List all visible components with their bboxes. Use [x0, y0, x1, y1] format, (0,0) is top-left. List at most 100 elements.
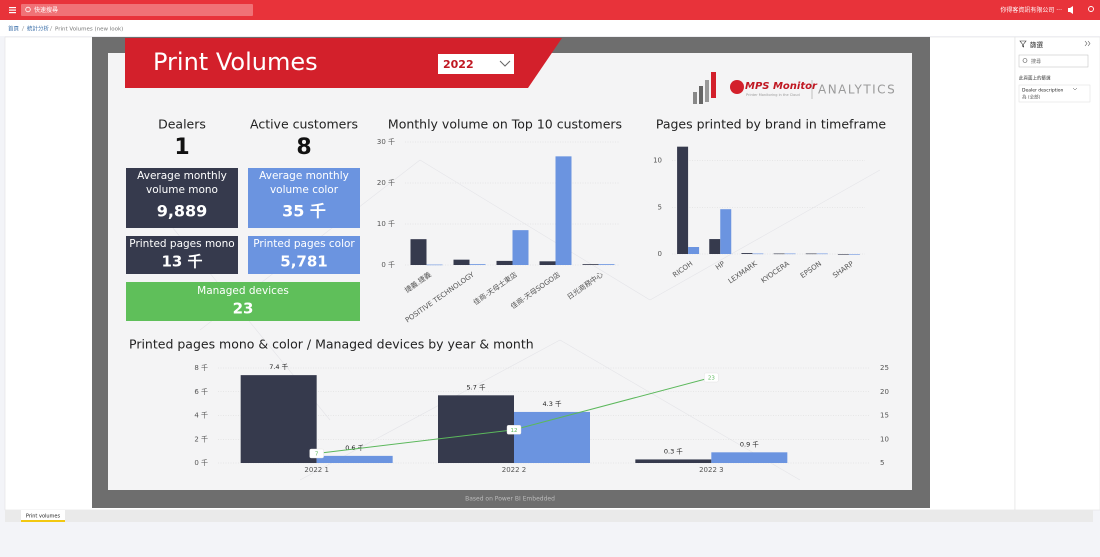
data-label-box: [704, 372, 719, 383]
search-icon: [25, 6, 31, 13]
y-tick-label: 4 千: [194, 411, 208, 420]
search-placeholder: 快速搜尋: [34, 6, 58, 14]
bar: [752, 253, 764, 255]
filter-section: 此頁面上的篩選: [1019, 75, 1051, 82]
data-label: 0.3 千: [664, 446, 683, 455]
bar: [709, 239, 721, 254]
kpi-value: 5,781: [280, 253, 327, 271]
kpi-card: [248, 236, 360, 274]
kpi-label-box: Average monthly volume color: [259, 170, 349, 196]
bar: [453, 259, 470, 265]
filter-search[interactable]: [1018, 54, 1089, 68]
y-tick-label: 2 千: [194, 434, 208, 443]
kpi-label: Active customers: [250, 117, 358, 132]
logo-tagline: Printer Monitoring in the Cloud: [746, 93, 800, 97]
y-tick-label: 0 千: [381, 260, 395, 269]
filter-pane: [1014, 36, 1100, 511]
bar: [598, 264, 615, 265]
kpi-label: Average monthly volume mono: [137, 170, 227, 196]
bar: [512, 230, 529, 265]
separator: [21, 25, 25, 32]
y-tick-label: 30 千: [377, 137, 395, 146]
x-tick-label: 2022 3: [699, 466, 724, 474]
bar: [784, 253, 796, 255]
year-dropdown[interactable]: [438, 54, 514, 74]
breadcrumb-stats[interactable]: 統計分析: [27, 25, 50, 33]
y2-tick-label: 10: [880, 435, 889, 443]
y2-tick-label: 25: [880, 364, 889, 372]
kpi-label: Printed pages color: [253, 238, 355, 250]
kpi-label-box: Average monthly volume mono: [137, 170, 227, 196]
kpi-card: [126, 282, 360, 321]
y2-tick-label: 20: [880, 388, 889, 396]
breadcrumb-home[interactable]: 首頁: [8, 25, 20, 33]
bar: [426, 264, 443, 266]
filter-expand[interactable]: [1072, 87, 1078, 91]
kpi-card: [126, 168, 238, 228]
kpi-card: [248, 168, 360, 228]
bar: [240, 375, 317, 463]
y-tick-label: 8 千: [194, 363, 208, 372]
tab-label: Print volumes: [26, 514, 61, 520]
bar: [582, 264, 599, 265]
breadcrumb-current: Print Volumes (new look): [55, 27, 123, 33]
kpi-card: [126, 236, 238, 274]
company-name[interactable]: 你得客資訊有限公司 ···: [1000, 6, 1062, 14]
bar: [720, 209, 732, 254]
y-tick-label: 5: [658, 203, 662, 211]
logo-mark: [730, 80, 744, 94]
bar: [773, 253, 785, 255]
top-bar: [0, 0, 1100, 20]
y-tick-label: 6 千: [194, 387, 208, 396]
kpi-value: 9,889: [157, 202, 208, 221]
bar: [677, 146, 689, 254]
filter-state: 為 (全部): [1022, 94, 1041, 101]
data-label: 0.6 千: [345, 443, 364, 452]
filter-icon: [1019, 40, 1027, 48]
logo-bars: [693, 72, 716, 104]
y-tick-label: 0 千: [194, 458, 208, 467]
bar: [816, 253, 828, 255]
tab-underline: [21, 520, 65, 522]
x-tick-label: 2022 1: [304, 466, 329, 474]
data-label: 23: [708, 376, 715, 382]
chart-title: Monthly volume on Top 10 customers: [388, 117, 622, 132]
data-label-box: [309, 448, 324, 459]
logo-product: ANALYTICS: [818, 83, 896, 97]
bar: [711, 452, 788, 463]
kpi-value: 13 千: [161, 253, 202, 271]
data-label: 4.3 千: [543, 399, 562, 408]
menu-icon[interactable]: [9, 7, 16, 14]
kpi-label: Managed devices: [197, 285, 289, 297]
tab-bar: [5, 510, 1093, 522]
y-tick-label: 20 千: [377, 178, 395, 187]
user-icon[interactable]: [1088, 6, 1094, 12]
collapse-icon[interactable]: [1084, 40, 1091, 47]
kpi-label: Printed pages mono: [129, 238, 234, 250]
notify-icon[interactable]: [1068, 6, 1073, 14]
kpi-value: 1: [174, 135, 189, 160]
filter-card[interactable]: [1018, 84, 1091, 103]
filter-field: Dealer description: [1022, 88, 1063, 94]
bar: [539, 261, 556, 265]
search-icon: [1022, 58, 1028, 63]
y2-tick-label: 15: [880, 412, 889, 420]
y2-tick-label: 5: [880, 459, 884, 467]
data-label: 0.9 千: [740, 439, 759, 448]
kpi-label: Average monthly volume color: [259, 170, 349, 196]
year-value: 2022: [443, 58, 474, 71]
bar: [438, 395, 514, 463]
bar: [837, 254, 849, 255]
bar: [555, 156, 572, 265]
bar: [496, 260, 513, 265]
kpi-value: 23: [233, 300, 254, 318]
tab[interactable]: [21, 510, 65, 522]
search-box[interactable]: [21, 4, 253, 16]
y-tick-label: 10: [653, 157, 662, 165]
chart-title: Printed pages mono & color / Managed dev…: [129, 337, 534, 352]
data-label: 7.4 千: [269, 362, 288, 371]
kpi-value: 8: [296, 135, 311, 160]
dropdown-chevron: [499, 60, 511, 67]
data-label: 7: [315, 452, 319, 458]
